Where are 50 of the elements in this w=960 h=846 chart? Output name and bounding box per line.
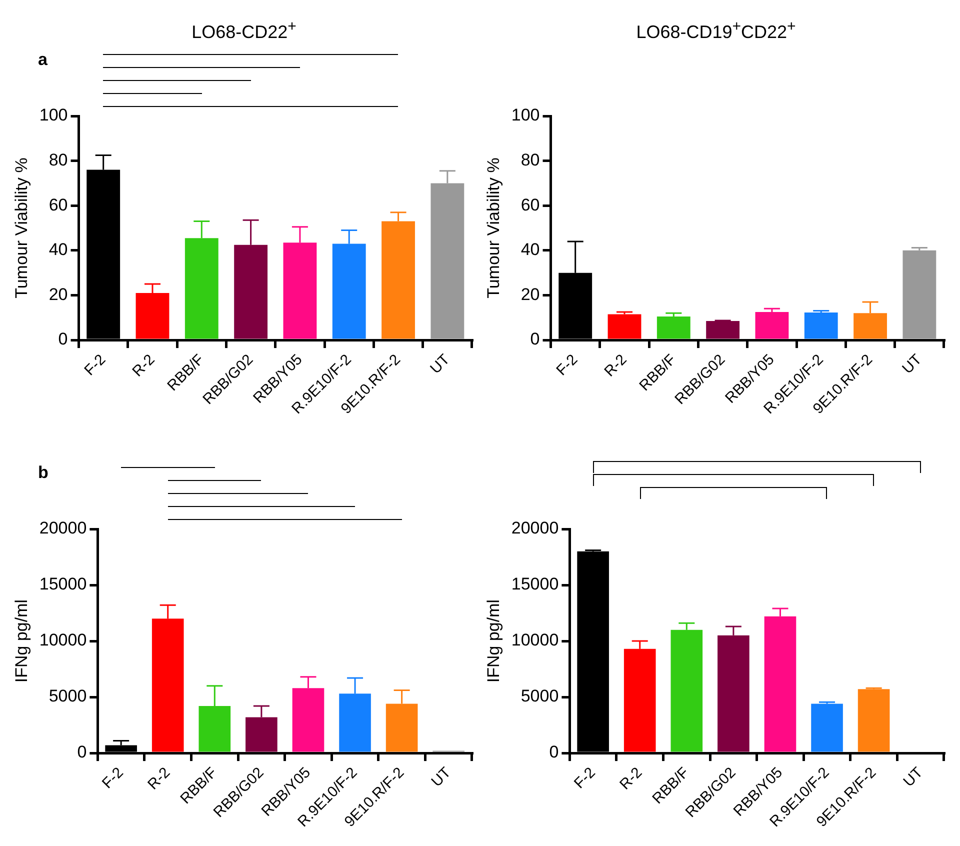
- x-tick-label: R-2: [601, 351, 630, 380]
- y-tick-label: 20000: [511, 518, 559, 538]
- x-tick-label: F-2: [570, 764, 599, 792]
- bar: [608, 314, 642, 339]
- x-tick-label: UT: [427, 351, 454, 378]
- y-tick-label: 80: [520, 150, 540, 170]
- x-tick-label: R-2: [616, 764, 646, 794]
- y-tick-label: 15000: [39, 574, 87, 594]
- y-tick-label: 10000: [39, 630, 87, 650]
- bar: [902, 250, 936, 339]
- y-tick-label: 10000: [511, 630, 559, 650]
- text: a: [38, 50, 48, 70]
- x-tick-label: F-2: [81, 351, 110, 380]
- y-axis-title: IFNg pg/ml: [484, 599, 503, 683]
- bar: [755, 312, 789, 339]
- y-tick-label: 20000: [39, 518, 87, 538]
- bar: [656, 316, 690, 339]
- bar: [858, 689, 890, 752]
- x-tick-label: F-2: [553, 351, 582, 380]
- y-tick-label: 15000: [511, 574, 559, 594]
- bar: [811, 704, 843, 752]
- x-tick-label: UT: [900, 764, 926, 790]
- y-axis-title: Tumour Viability %: [12, 158, 31, 298]
- y-tick-label: 100: [39, 106, 68, 125]
- y-tick-label: 20: [520, 284, 540, 304]
- y-tick-label: 40: [520, 240, 540, 260]
- x-tick-label: UT: [899, 351, 926, 378]
- text: b: [38, 463, 48, 483]
- chart-title: LO68-CD19$^{+}$CD22$^{+}$: [635, 17, 797, 44]
- y-axis-title: Tumour Viability %: [484, 158, 503, 298]
- bar: [706, 320, 740, 339]
- y-tick-label: 60: [520, 195, 540, 214]
- x-tick-label: UT: [428, 764, 454, 790]
- y-axis-title: IFNg pg/ml: [12, 599, 31, 683]
- y-tick-label: 100: [511, 106, 540, 125]
- x-tick-label: F-2: [98, 764, 127, 792]
- y-tick-label: 0: [530, 330, 540, 349]
- y-tick-label: 0: [549, 742, 559, 762]
- y-tick-label: 5000: [520, 686, 559, 706]
- y-tick-label: 80: [48, 150, 68, 170]
- y-tick-label: 20: [48, 284, 68, 304]
- chart-title: LO68-CD22$^{+}$: [190, 17, 298, 44]
- x-tick-label: R-2: [129, 351, 158, 380]
- y-tick-label: 40: [48, 240, 68, 260]
- y-tick-label: 0: [77, 742, 87, 762]
- y-tick-label: 60: [48, 195, 68, 214]
- y-tick-label: 0: [58, 330, 68, 349]
- y-tick-label: 5000: [48, 686, 87, 706]
- bar: [804, 312, 838, 339]
- x-tick-label: R-2: [144, 764, 174, 794]
